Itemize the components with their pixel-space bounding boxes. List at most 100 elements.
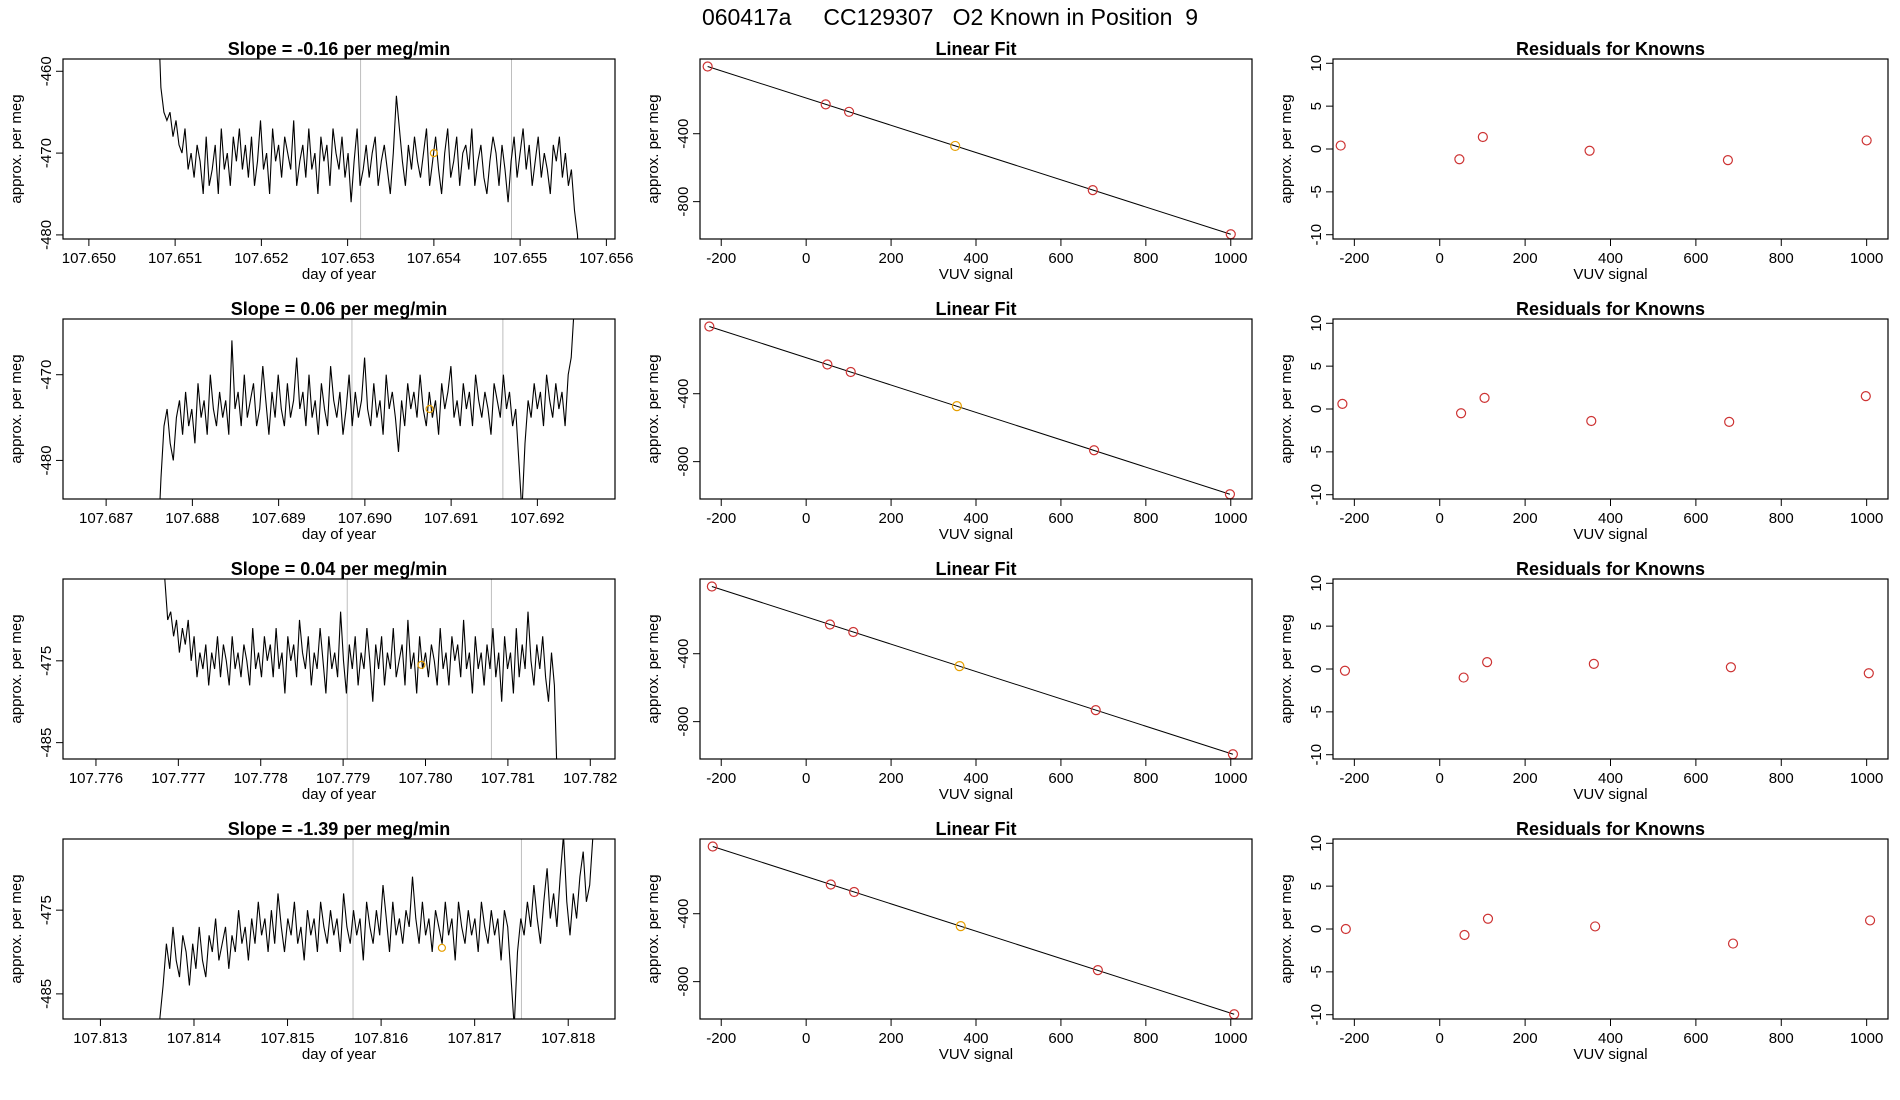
panel-r3c2-xtick-label-1: 0 (1436, 1030, 1444, 1047)
panel-r2c2-xtick-label-3: 400 (1598, 770, 1623, 787)
panel-r2c1-xtick-label-5: 800 (1133, 770, 1158, 787)
panel-r0c2-xlabel: VUV signal (1573, 266, 1647, 283)
panel-r1c2-known-point-2 (1479, 392, 1490, 403)
panel-r2c1-xtick-label-6: 1000 (1214, 770, 1247, 787)
panel-r0c0-ylabel: approx. per meg (8, 94, 25, 203)
panel-r1c0-series-line (159, 319, 575, 499)
panel-r0c2-plot-area (1335, 131, 1872, 166)
panel-r3c2-ytick-label-1: 5 (1308, 882, 1325, 890)
panel-r2c2-known-point-5 (1863, 668, 1874, 679)
panel-r1c0-xtick-label-4: 107.691 (424, 510, 478, 527)
panel-r0c0-sample-marker (429, 148, 438, 158)
panel-r1c0-plot-area (159, 319, 575, 499)
panel-r3c0-frame (62, 838, 616, 1020)
panel-r2c1-ytick-label-0: -400 (675, 639, 692, 669)
panel-r2c0-xtick-label-6: 107.782 (563, 770, 617, 787)
panel-r2c2-known-point-4 (1725, 662, 1736, 673)
panel-r2c2-ytick-label-0: 10 (1308, 575, 1325, 592)
panel-r1c0-xtick-label-3: 107.690 (338, 510, 392, 527)
panel-r0c1-ytick-label-0: -400 (675, 119, 692, 149)
panel-r1c1-plot-area (704, 321, 1236, 499)
panel-r1c1-xtick-label-3: 400 (963, 510, 988, 527)
panel-r0c2-ytick-label-1: 5 (1308, 102, 1325, 110)
panel-r3c2-ytick-label-4: -10 (1308, 1004, 1325, 1026)
panel-r0c0-frame (62, 58, 616, 240)
panel-r1c1-sample-point (951, 401, 962, 412)
panel-r0c1-known-point-2 (843, 106, 855, 117)
panel-r2c2-xtick-label-6: 1000 (1850, 770, 1883, 787)
panel-r0c2-ytick-label-0: 10 (1308, 55, 1325, 72)
panel-r0c2-ytick-label-3: -5 (1308, 185, 1325, 198)
panel-r1c1-xtick-label-1: 0 (802, 510, 810, 527)
panel-r2c0-xtick-label-1: 107.777 (151, 770, 205, 787)
panel-r3c0-xtick-label-5: 107.818 (541, 1030, 595, 1047)
panel-r1c0-title: Slope = 0.06 per meg/min (231, 299, 448, 319)
panel-r2c0-series-line (164, 579, 558, 759)
panel-r0c1-plot-area (702, 61, 1236, 239)
panel-r2c2-xtick-label-2: 200 (1513, 770, 1538, 787)
page-title: 060417a CC129307 O2 Known in Position 9 (701, 4, 1199, 30)
panel-r0c2-known-point-3 (1584, 145, 1595, 156)
panel-r0c0-xtick-label-3: 107.653 (321, 250, 375, 267)
panel-r1c2-xtick-label-5: 800 (1769, 510, 1794, 527)
panel-r2c2-ytick-label-1: 5 (1308, 622, 1325, 630)
panel-r2c0-xlabel: day of year (302, 786, 376, 803)
panel-r1c2-ytick-label-1: 5 (1308, 362, 1325, 370)
panel-r2c1-fit-line (711, 585, 1234, 755)
panel-r0c1-xtick-label-2: 200 (879, 250, 904, 267)
panel-r1c2-title: Residuals for Knowns (1516, 299, 1705, 319)
panel-r0c0: Slope = -0.16 per meg/min 107.650 107.651 1… (8, 39, 633, 283)
panel-r2c0-xtick-label-0: 107.776 (69, 770, 123, 787)
panel-r0c2-frame (1332, 58, 1889, 240)
panel-r0c1-ytick-label-1: -800 (675, 187, 692, 217)
panel-r3c0-plot-area (159, 839, 594, 1019)
panel-r0c2-known-point-4 (1722, 155, 1734, 166)
panel-r3c2-known-point-2 (1482, 913, 1494, 924)
panel-r0c2-xtick-label-0: -200 (1339, 250, 1369, 267)
panel-r3c2-known-point-5 (1864, 915, 1876, 926)
panel-r1c2-xtick-label-4: 600 (1683, 510, 1708, 527)
panel-r0c1-ylabel: approx. per meg (645, 94, 662, 203)
panel-r2c2-xlabel: VUV signal (1573, 786, 1647, 803)
panel-r0c0-series-line (159, 59, 579, 239)
panel-r0c2-known-point-1 (1454, 154, 1465, 165)
panel-r1c2-ylabel: approx. per meg (1278, 354, 1295, 463)
panel-r0c0-xtick-label-5: 107.655 (493, 250, 547, 267)
panel-r2c0-title: Slope = 0.04 per meg/min (231, 559, 448, 579)
panel-r1c1-xtick-label-6: 1000 (1214, 510, 1247, 527)
panel-r1c2-known-point-1 (1455, 408, 1467, 419)
panel-r1c2-xtick-label-1: 0 (1436, 510, 1444, 527)
panel-r3c0: Slope = -1.39 per meg/min 107.813 107.814 1… (8, 819, 616, 1063)
panel-r3c0-sample-marker (437, 943, 447, 952)
panel-r2c1-known-point-4 (1090, 704, 1101, 716)
panel-r1c1-xtick-label-4: 600 (1048, 510, 1073, 527)
panel-r2c1-plot-area (706, 581, 1238, 759)
panel-r0c0-xtick-label-4: 107.654 (407, 250, 461, 267)
panel-r1c0-sample-marker (425, 404, 434, 414)
panel-r0c1-title: Linear Fit (935, 39, 1016, 59)
panel-r1c2-xlabel: VUV signal (1573, 526, 1647, 543)
panel-r2c2-ytick-label-2: 0 (1308, 665, 1325, 673)
panel-r0c1-xtick-label-3: 400 (963, 250, 988, 267)
panel-r0c2-xtick-label-3: 400 (1598, 250, 1623, 267)
panel-r0c0-xtick-label-1: 107.651 (148, 250, 202, 267)
panel-r3c0-ytick-label-1: -485 (38, 979, 55, 1009)
panel-r1c1-known-point-4 (1088, 445, 1100, 456)
panel-r2c1: Linear Fit -200 0 200 400 600 800 1000 -400 -800 V… (645, 559, 1253, 803)
panel-r3c1-frame (699, 838, 1253, 1020)
panel-r2c2-xtick-label-0: -200 (1339, 770, 1369, 787)
panel-r1c1-ylabel: approx. per meg (645, 354, 662, 463)
panel-r1c1-title: Linear Fit (935, 299, 1016, 319)
panel-r3c0-xlabel: day of year (302, 1046, 376, 1063)
panel-r1c2-ytick-label-3: -5 (1308, 445, 1325, 458)
panel-r1c0-xtick-label-5: 107.692 (510, 510, 564, 527)
panel-r3c2-known-point-4 (1727, 938, 1739, 949)
panel-r1c1-known-point-2 (845, 366, 856, 378)
panel-r0c1-fit-line (707, 65, 1231, 235)
panel-r2c1-sample-point (954, 661, 965, 672)
panel-r1c1-ytick-label-1: -800 (675, 447, 692, 477)
panel-r1c2-known-point-0 (1337, 398, 1348, 409)
panel-r0c1-xtick-label-1: 0 (802, 250, 810, 267)
panel-r2c2-known-point-3 (1588, 658, 1599, 669)
panel-r2c0-ylabel: approx. per meg (8, 614, 25, 723)
